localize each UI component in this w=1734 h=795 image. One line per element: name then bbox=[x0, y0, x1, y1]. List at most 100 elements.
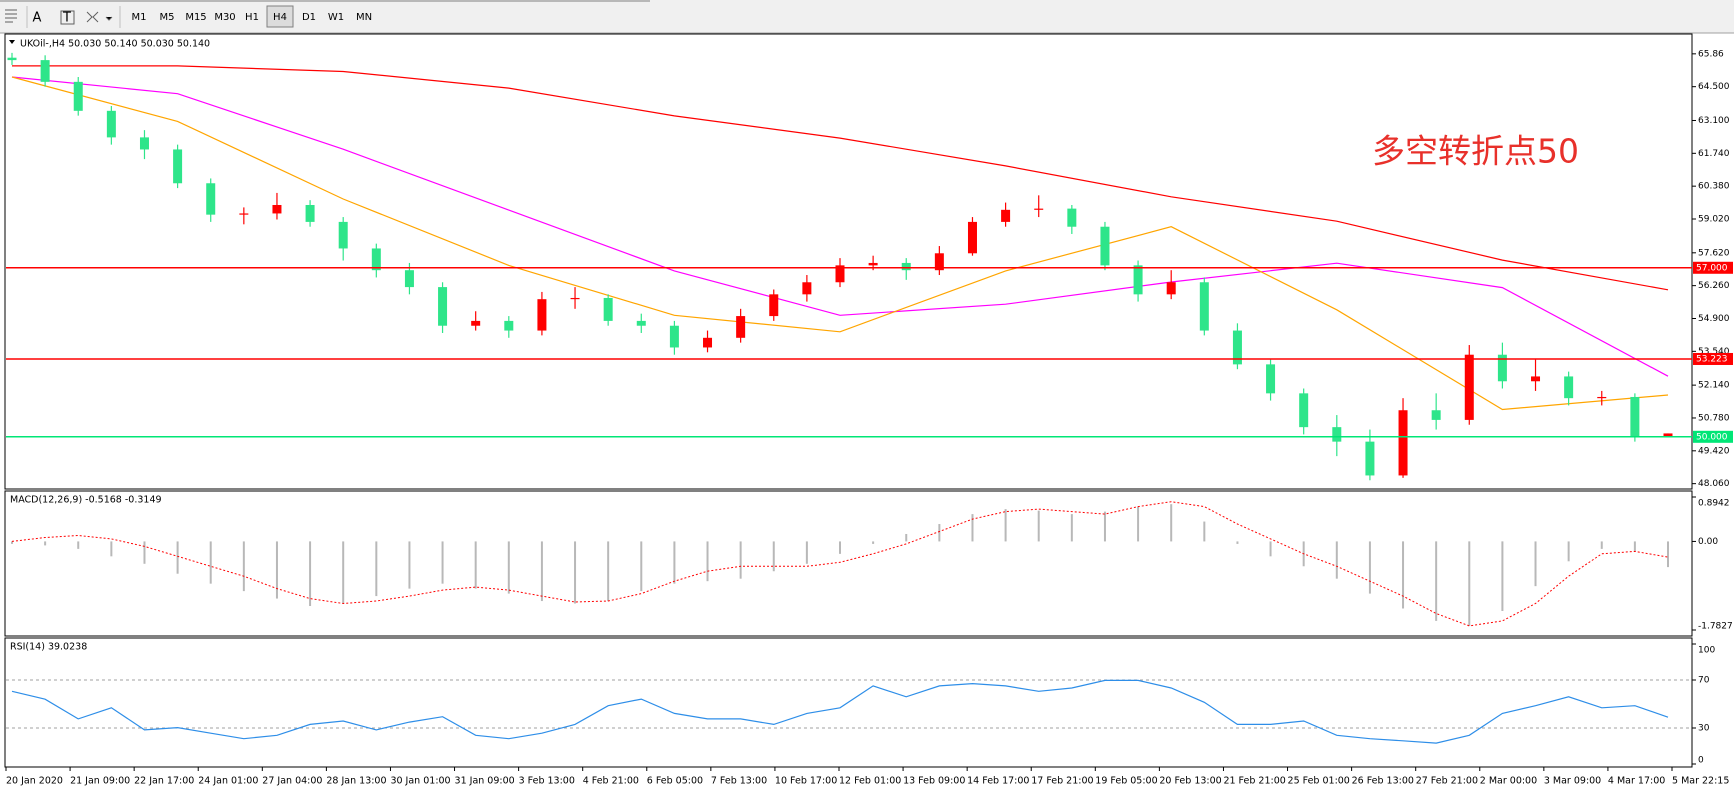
candle-body bbox=[1597, 396, 1607, 399]
x-tick-label: 22 Jan 17:00 bbox=[134, 776, 194, 787]
candle-body bbox=[1299, 393, 1309, 428]
price-level-label: 53.223 bbox=[1696, 354, 1728, 364]
candle-body bbox=[1398, 410, 1408, 476]
candle-body bbox=[471, 320, 481, 326]
x-tick-label: 3 Feb 13:00 bbox=[519, 776, 575, 787]
timeframe-button[interactable] bbox=[266, 5, 294, 28]
candle-body bbox=[967, 221, 977, 254]
candle-body bbox=[570, 297, 580, 300]
timeframe-label[interactable]: M30 bbox=[214, 12, 235, 23]
candle-body bbox=[371, 248, 381, 271]
candle-body bbox=[438, 287, 448, 326]
price-level-tag bbox=[1693, 352, 1733, 365]
y-tick-label: 52.140 bbox=[1698, 381, 1730, 391]
timeframe-label[interactable]: M5 bbox=[160, 12, 175, 23]
candle-body bbox=[802, 282, 812, 295]
y-tick-label: -1.7827 bbox=[1698, 622, 1733, 632]
x-tick-label: 17 Feb 21:00 bbox=[1031, 776, 1093, 787]
y-tick-label: 63.100 bbox=[1698, 116, 1730, 126]
candle-body bbox=[1001, 209, 1011, 222]
y-tick-label: 0.8942 bbox=[1698, 499, 1730, 509]
candle-body bbox=[73, 81, 83, 111]
price-level-tag bbox=[1693, 261, 1733, 274]
y-tick-label: 50.780 bbox=[1698, 413, 1730, 423]
candle-body bbox=[537, 299, 547, 331]
candle-body bbox=[1232, 330, 1242, 365]
candle-body bbox=[1431, 410, 1441, 420]
x-tick-label: 2 Mar 00:00 bbox=[1480, 776, 1537, 787]
x-tick-label: 20 Feb 13:00 bbox=[1159, 776, 1221, 787]
y-tick-label: 56.260 bbox=[1698, 281, 1730, 291]
candle-body bbox=[504, 320, 514, 331]
toolbar-icons bbox=[5, 6, 121, 28]
x-tick-label: 6 Feb 05:00 bbox=[647, 776, 703, 787]
x-tick-label: 27 Feb 21:00 bbox=[1416, 776, 1478, 787]
candle-body bbox=[1166, 282, 1176, 295]
tool-icon: T bbox=[62, 11, 71, 26]
candle-body bbox=[1133, 265, 1143, 295]
candle-body bbox=[1564, 376, 1574, 399]
x-tick-label: 10 Feb 17:00 bbox=[775, 776, 837, 787]
timeframe-label[interactable]: H1 bbox=[245, 12, 259, 23]
toolbar bbox=[0, 0, 1734, 33]
x-tick-label: 7 Feb 13:00 bbox=[711, 776, 767, 787]
x-tick-label: 12 Feb 01:00 bbox=[839, 776, 901, 787]
candle-body bbox=[404, 270, 414, 288]
candle-body bbox=[1199, 282, 1209, 331]
candle-body bbox=[1497, 354, 1507, 382]
dropdown-icon bbox=[105, 16, 113, 21]
timeframe-label[interactable]: W1 bbox=[328, 12, 344, 23]
annotation: 多空转折点50 bbox=[1372, 132, 1579, 171]
menu-icon bbox=[5, 9, 17, 23]
y-tick-label: 65.86 bbox=[1698, 49, 1724, 59]
x-tick-label: 13 Feb 09:00 bbox=[903, 776, 965, 787]
timeframe-label[interactable]: H4 bbox=[273, 12, 287, 23]
candle-body bbox=[603, 297, 613, 321]
main-panel bbox=[4, 33, 1693, 490]
y-tick-label: 57.620 bbox=[1698, 248, 1730, 258]
candle-body bbox=[703, 337, 713, 348]
moving-average bbox=[12, 65, 1669, 291]
x-tick-label: 5 Mar 22:15 bbox=[1672, 776, 1729, 787]
candle-body bbox=[106, 110, 116, 138]
candle-body bbox=[239, 213, 249, 215]
price-level-label: 57.000 bbox=[1696, 263, 1728, 273]
y-tick-label: 60.380 bbox=[1698, 182, 1730, 192]
moving-average bbox=[11, 76, 1669, 411]
timeframe-label[interactable]: M15 bbox=[185, 12, 206, 23]
y-tick-label: 70 bbox=[1698, 676, 1710, 686]
candle-body bbox=[934, 253, 944, 271]
candle-body bbox=[1531, 376, 1541, 382]
candle-body bbox=[40, 60, 50, 82]
candle-body bbox=[139, 137, 149, 150]
candle-body bbox=[835, 265, 845, 283]
y-tick-label: 0 bbox=[1698, 756, 1704, 766]
timeframe-label[interactable]: MN bbox=[356, 12, 372, 23]
candle-body bbox=[7, 57, 17, 61]
timeframe-label[interactable]: D1 bbox=[302, 12, 316, 23]
x-tick-label: 24 Jan 01:00 bbox=[198, 776, 258, 787]
tool-icon: A bbox=[33, 11, 42, 26]
candle-body bbox=[901, 262, 911, 271]
symbol-dropdown[interactable] bbox=[9, 40, 15, 44]
text-box-icon bbox=[60, 10, 75, 25]
macd-signal bbox=[11, 501, 1669, 627]
y-tick-label: 30 bbox=[1698, 724, 1710, 734]
y-tick-label: 53.540 bbox=[1698, 347, 1730, 357]
candle-body bbox=[669, 325, 679, 348]
timeframe-label[interactable]: M1 bbox=[132, 12, 147, 23]
candle-body bbox=[1365, 441, 1375, 476]
x-tick-label: 20 Jan 2020 bbox=[6, 776, 63, 787]
panel-header: RSI(14) 39.0238 bbox=[10, 642, 87, 653]
x-tick-label: 25 Feb 01:00 bbox=[1288, 776, 1350, 787]
candle-body bbox=[1464, 354, 1474, 420]
candle-body bbox=[272, 204, 282, 214]
x-tick-label: 31 Jan 09:00 bbox=[455, 776, 515, 787]
x-tick-label: 21 Feb 21:00 bbox=[1223, 776, 1285, 787]
rsi-line bbox=[11, 679, 1669, 744]
candle-body bbox=[206, 183, 216, 215]
candle-body bbox=[1332, 427, 1342, 442]
moving-average bbox=[11, 76, 1669, 377]
candle-body bbox=[1034, 208, 1044, 210]
